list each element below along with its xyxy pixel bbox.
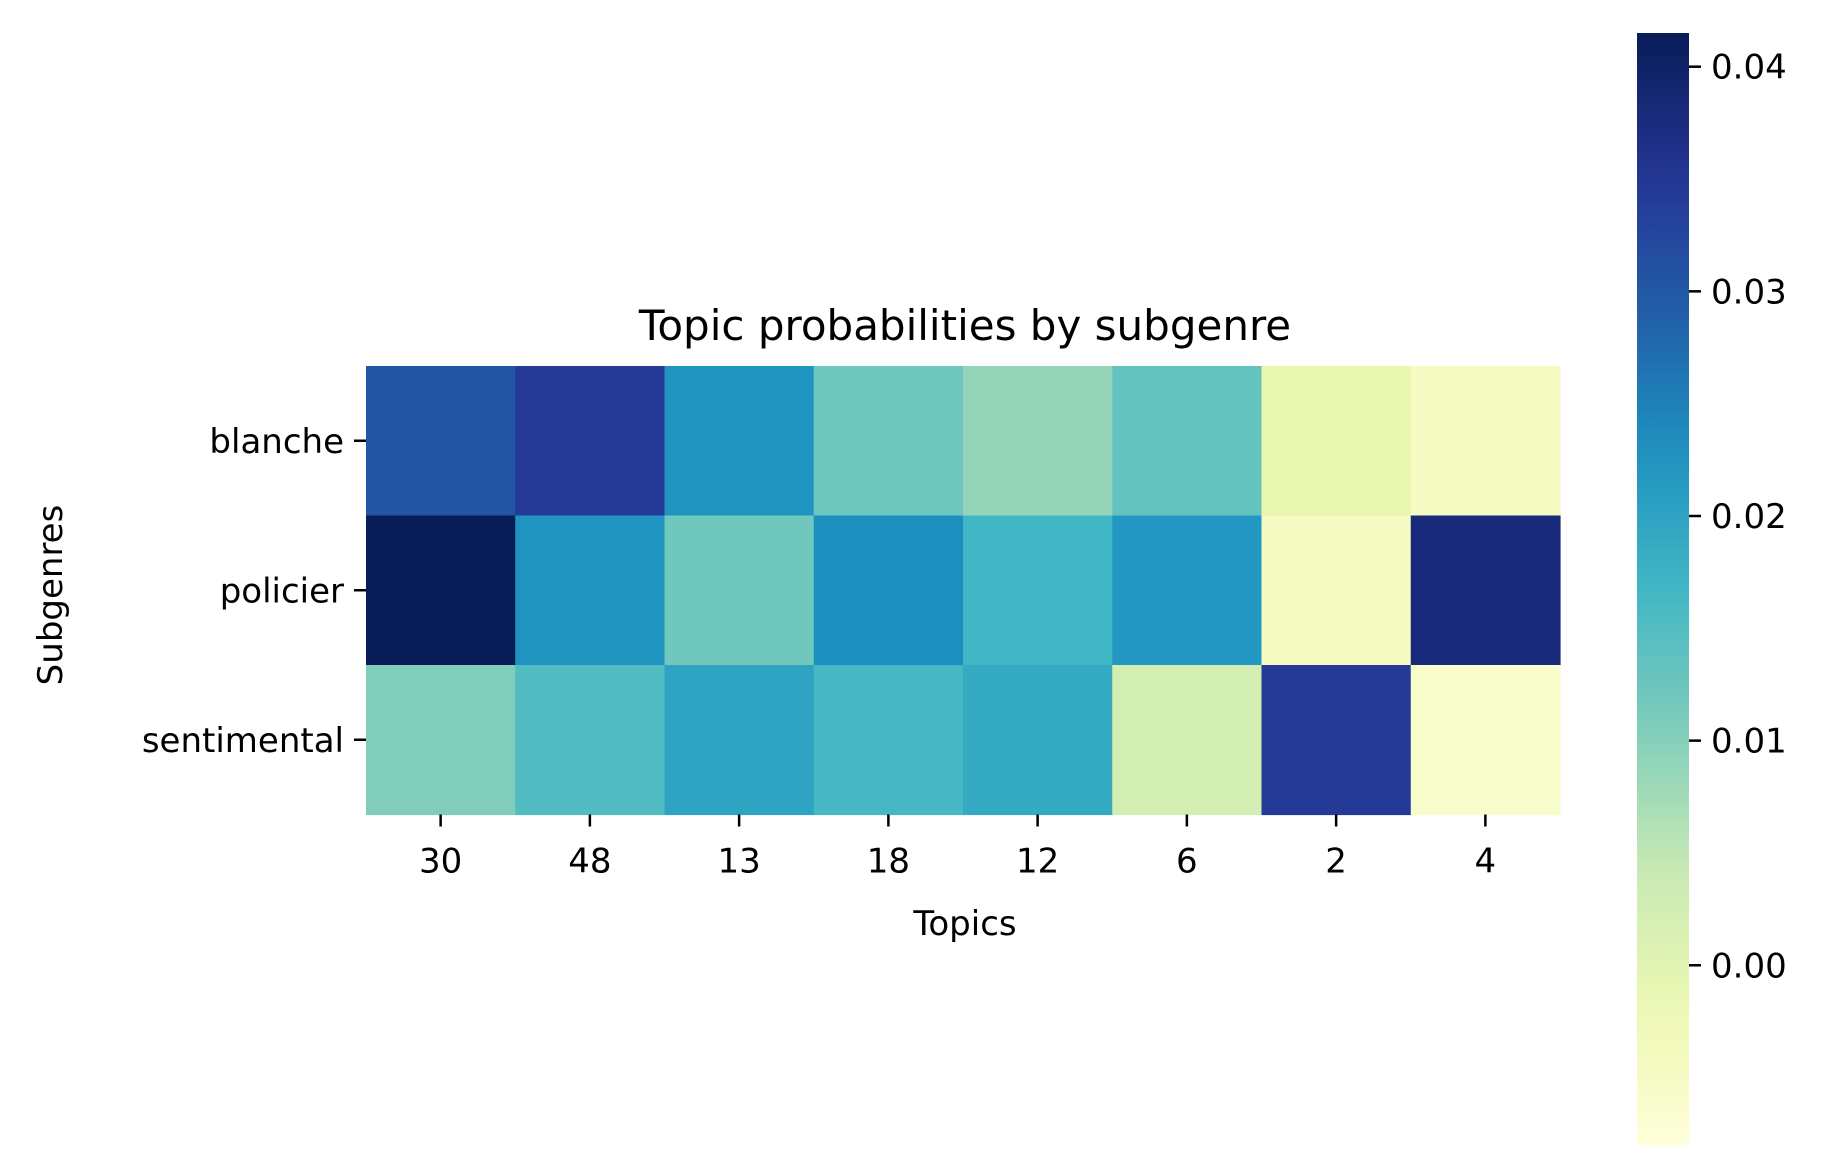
y-tick-label: policier [220, 571, 344, 611]
heatmap-cell [1261, 515, 1412, 666]
heatmap-cell [366, 665, 516, 816]
x-tick-label: 6 [1176, 842, 1198, 882]
heatmap-cell [963, 515, 1113, 666]
heatmap-cell [1112, 665, 1263, 816]
heatmap-cell [813, 366, 964, 517]
colorbar-ticks: 0.00 0.01 0.02 0.03 0.04 [1689, 48, 1787, 986]
heatmap-cell [515, 515, 666, 666]
y-tick-label: sentimental [142, 721, 344, 761]
heatmap-cell [813, 665, 964, 816]
colorbar-tick-label: 0.03 [1711, 272, 1787, 312]
colorbar [1637, 33, 1689, 1145]
colorbar-tick-label: 0.04 [1711, 48, 1787, 88]
x-tick-label: 13 [717, 842, 760, 882]
x-tick-label: 30 [419, 842, 462, 882]
x-tick-label: 12 [1016, 842, 1059, 882]
heatmap-cell [1112, 515, 1263, 666]
x-tick-label: 2 [1325, 842, 1347, 882]
heatmap-cell [1261, 366, 1412, 517]
heatmap-cell [1410, 366, 1561, 517]
heatmap-cell [664, 665, 815, 816]
heatmap-cell [1410, 665, 1561, 816]
colorbar-tick-label: 0.00 [1711, 946, 1787, 986]
y-tick-label: blanche [209, 422, 344, 462]
heatmap-cells [366, 366, 1561, 816]
heatmap-cell [1261, 665, 1412, 816]
heatmap-cell [963, 366, 1113, 517]
heatmap-cell [963, 665, 1113, 816]
x-tick-label: 4 [1475, 842, 1497, 882]
heatmap-cell [515, 665, 666, 816]
x-axis-ticks: 30 48 13 18 12 6 2 4 [419, 814, 1497, 882]
colorbar-tick-label: 0.02 [1711, 497, 1787, 537]
heatmap-cell [813, 515, 964, 666]
heatmap-cell [515, 366, 666, 517]
y-axis-label: Subgenres [31, 505, 71, 686]
heatmap-cell [1112, 366, 1263, 517]
heatmap-cell [366, 515, 516, 666]
chart-title: Topic probabilities by subgenre [638, 301, 1291, 350]
y-axis-ticks: blanche policier sentimental [142, 422, 366, 761]
x-tick-label: 48 [568, 842, 611, 882]
heatmap-cell [664, 366, 815, 517]
colorbar-tick-label: 0.01 [1711, 722, 1787, 762]
heatmap-cell [664, 515, 815, 666]
x-axis-label: Topics [912, 904, 1016, 944]
heatmap-cell [366, 366, 516, 517]
x-tick-label: 18 [867, 842, 910, 882]
heatmap-cell [1410, 515, 1561, 666]
